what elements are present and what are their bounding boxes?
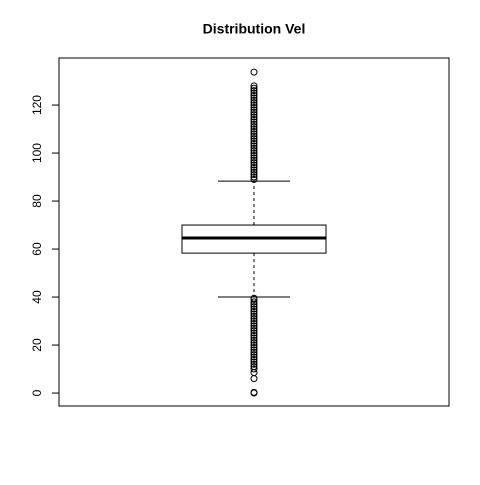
y-tick-label: 100 [30,143,44,163]
outlier [250,127,258,135]
outlier [250,327,258,335]
y-tick-label: 40 [30,290,44,304]
outlier [250,68,258,76]
outlier [250,163,258,171]
outlier [250,103,258,111]
outlier [250,130,258,138]
outlier [250,132,258,140]
outlier [250,310,258,318]
outlier [250,125,258,133]
outlier [250,91,258,99]
outlier [250,89,258,97]
outlier [250,365,258,373]
outlier [250,329,258,337]
outlier [250,139,258,147]
outlier [250,343,258,351]
outlier [250,363,258,371]
outlier [250,346,258,354]
outlier [250,101,258,109]
outlier [250,166,258,174]
outlier [250,161,258,169]
outlier [250,135,258,143]
outlier [250,106,258,114]
outlier [250,360,258,368]
outlier [250,147,258,155]
outlier [250,108,258,116]
outlier [250,154,258,162]
outlier [250,312,258,320]
outlier [250,111,258,119]
outlier [250,348,258,356]
outlier [250,120,258,128]
outlier [250,298,258,306]
outlier [250,99,258,107]
plot-frame [58,57,450,407]
outlier [250,144,258,152]
outlier [250,156,258,164]
outlier [250,82,258,90]
outlier [250,334,258,342]
outlier [250,355,258,363]
outlier [250,173,258,181]
outlier [250,358,258,366]
y-tick-label: 80 [30,194,44,208]
outlier [250,303,258,311]
outlier [250,87,258,95]
outlier [250,137,258,145]
chart-title: Distribution Vel [203,21,306,37]
outlier [250,305,258,313]
outlier [250,159,258,167]
outlier [250,96,258,104]
outlier [250,351,258,359]
outlier [250,324,258,332]
outlier [250,307,258,315]
outlier [250,84,258,92]
y-tick-label: 120 [30,95,44,115]
outlier [250,319,258,327]
outlier [250,388,258,396]
outlier [250,142,258,150]
y-tick-label: 60 [30,242,44,256]
outlier [250,294,258,302]
outlier [250,151,258,159]
outlier [250,315,258,323]
outlier [250,168,258,176]
outlier [250,336,258,344]
outlier [250,317,258,325]
outlier [250,341,258,349]
y-tick-label: 0 [30,389,44,396]
outlier [250,171,258,179]
outlier [250,123,258,131]
outlier [250,175,258,183]
outlier [250,115,258,123]
y-tick-label: 20 [30,338,44,352]
outlier [250,149,258,157]
outlier [250,113,258,121]
outlier [250,118,258,126]
outlier [250,331,258,339]
outlier [250,94,258,102]
outlier [250,353,258,361]
outlier [250,322,258,330]
outlier [250,339,258,347]
